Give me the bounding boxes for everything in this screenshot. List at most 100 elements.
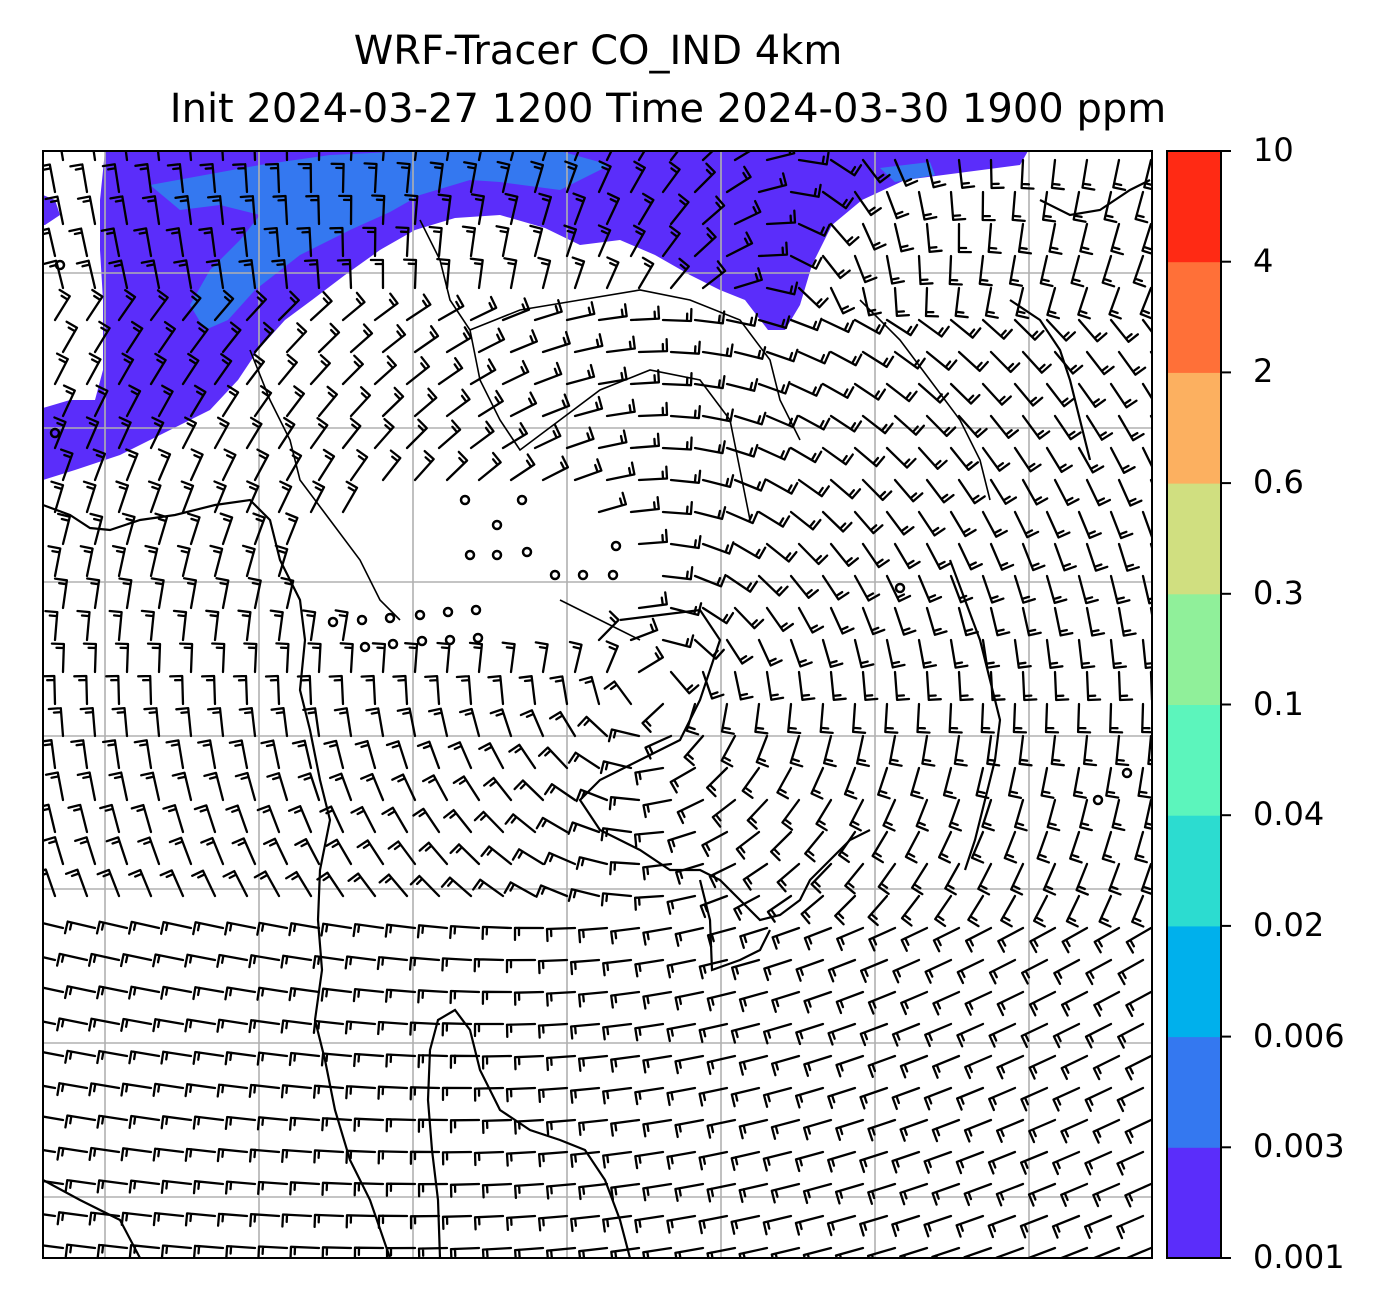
wind-barb [535,884,569,898]
wind-barb [1045,446,1073,474]
wind-barb [440,876,473,898]
wind-barb [1124,1182,1152,1208]
calm-wind-circle [459,494,471,506]
wind-barb [418,841,449,866]
wind-barb [221,384,240,418]
wind-barb [461,225,477,258]
wind-barb [797,478,830,498]
wind-barb [128,1179,161,1194]
wind-barb [291,739,313,770]
wind-barb [827,1150,857,1173]
wind-barb [140,771,161,802]
wind-barb [835,990,865,1015]
wind-barb [111,544,127,578]
coastline [43,179,1151,1258]
wind-barb [1053,958,1081,985]
wind-barb [891,1150,921,1174]
wind-barb [1065,894,1081,928]
wind-barb [441,1086,473,1102]
colorbar-segment [1167,593,1221,705]
wind-barb [541,151,548,162]
wind-barb [182,577,198,610]
wind-barb [166,163,185,194]
wind-barb [85,416,100,450]
wind-barb [1117,542,1140,572]
wind-barb [53,577,69,610]
wind-barb [569,1022,601,1040]
wind-barb [505,1086,537,1103]
wind-barb [501,422,529,450]
wind-barb [891,1022,921,1047]
wind-barb [266,772,289,802]
colorbar-tick-label: 4 [1253,241,1274,280]
wind-barb [285,870,313,898]
wind-barb [108,259,129,290]
wind-barb [82,480,97,514]
wind-barb [63,920,97,935]
wind-barb [281,1148,313,1164]
wind-barb [569,1086,601,1104]
wind-barb [925,414,957,438]
wind-barb [827,958,857,983]
wind-barb [160,985,193,1000]
wind-barb [666,1150,697,1170]
wind-barb [339,642,354,674]
wind-barb [725,443,759,458]
wind-barb [1046,798,1061,832]
wind-barb [344,955,377,970]
wind-barb [189,384,207,418]
wind-barb [602,1086,633,1105]
calm-wind-circle [472,632,484,644]
wind-barb [789,446,823,464]
wind-barb [957,158,976,189]
wind-barb [829,350,863,367]
wind-barb [859,958,889,983]
wind-barb [469,420,495,450]
wind-barb [417,1053,449,1069]
wind-barb [1015,286,1030,320]
wind-barb [421,774,449,802]
wind-barb [603,680,633,706]
wind-barb [829,222,860,247]
wind-barb [568,640,583,674]
wind-barb [610,926,641,945]
wind-barb [329,226,345,258]
wind-barb [885,318,919,337]
wind-barb [205,259,225,290]
wind-barb [503,881,537,898]
wind-barb [1072,766,1087,799]
wind-barb [1072,190,1087,223]
wind-barb [275,642,290,674]
wind-barb [742,862,769,891]
wind-barb [538,192,553,226]
wind-barb [152,1211,185,1227]
wind-barb [232,162,249,194]
wind-barb [360,674,377,706]
wind-barb [1019,1150,1049,1175]
wind-barb [755,734,770,768]
wind-barb [402,258,418,290]
wind-barb [577,990,609,1008]
wind-barb [385,1053,417,1068]
wind-barb [1077,318,1108,343]
wind-barb [1053,350,1084,375]
wind-barb [513,1054,545,1071]
wind-barb [642,1182,673,1202]
wind-barb [238,707,257,738]
calm-wind-circle [444,634,456,646]
wind-barb [1084,1150,1113,1176]
wind-barb [534,641,549,674]
wind-barb [64,868,89,898]
wind-barb [893,414,926,436]
wind-barb [633,830,665,848]
wind-barb [899,1054,929,1079]
wind-barb [305,194,321,226]
wind-barb [986,734,1001,767]
wind-barb [1077,446,1105,474]
wind-barb [571,256,586,290]
wind-barb [578,1118,609,1137]
wind-barb [245,416,263,450]
wind-barb [661,161,681,194]
wind-barb [548,710,577,738]
wind-barb [249,1212,281,1228]
